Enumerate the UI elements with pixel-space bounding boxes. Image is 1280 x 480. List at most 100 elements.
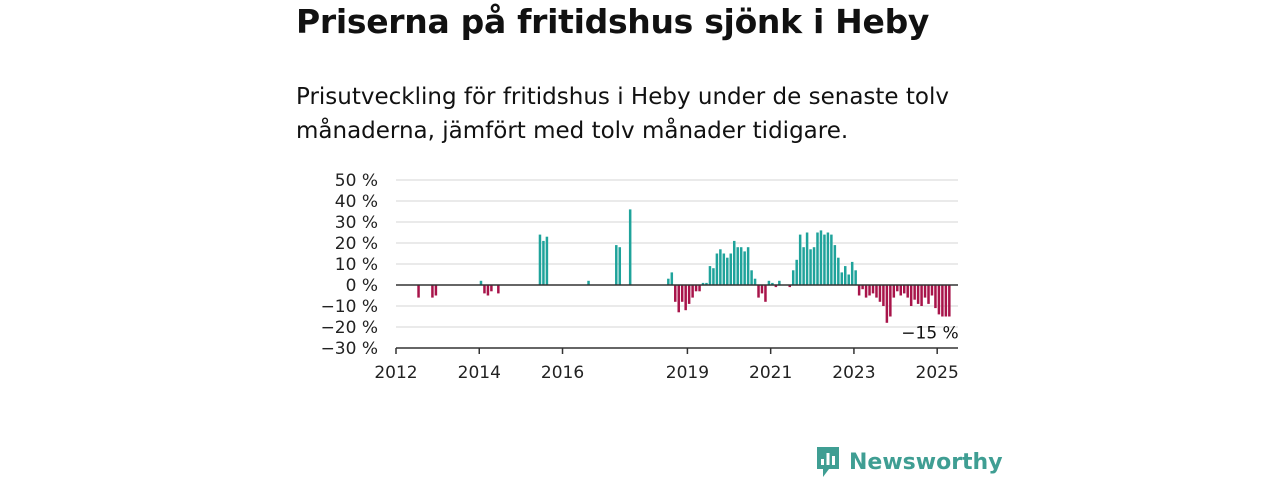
bar [791,270,795,285]
bar [760,285,764,294]
bar [587,280,590,285]
bar [833,245,837,285]
bar [486,285,490,296]
y-tick-label: 20 % [335,234,378,254]
bar [812,247,816,285]
bar [701,282,705,285]
bar [819,230,823,285]
bar [774,285,778,288]
x-axis-ticks: 2012 2014 2016 2019 2021 2023 2025 [374,348,959,383]
bar [628,209,632,285]
bar [896,285,899,292]
bar [684,285,687,311]
bar [927,285,930,304]
bar [698,285,701,292]
bar [882,285,885,306]
y-tick-label: 10 % [335,255,378,275]
bar [889,285,892,317]
bar [771,282,774,285]
bar [944,285,948,317]
bar [826,232,830,285]
y-tick-label: 30 % [335,213,378,233]
bar [729,253,733,285]
bar [798,234,802,285]
x-tick-label: 2025 [916,363,959,383]
bar [722,253,726,285]
bar [708,266,712,285]
bar [823,234,826,285]
bar [767,280,771,285]
bar [545,236,549,285]
bar [694,285,698,292]
bar [736,247,739,285]
bar [844,266,847,285]
bar [726,257,729,285]
bar [909,285,913,306]
bar [861,285,864,290]
y-tick-label: −10 % [321,297,378,317]
bar [923,285,927,298]
y-tick-label: 0 % [346,276,378,296]
x-tick-label: 2019 [666,363,709,383]
brand-logo: Newsworthy [815,445,1003,479]
x-tick-label: 2016 [541,363,584,383]
bar [691,285,694,298]
bar [837,257,840,285]
bar [854,270,857,285]
newsworthy-logo-icon [817,447,839,477]
bar [802,247,805,285]
bar [739,247,743,285]
bar [892,285,896,298]
bar [864,285,868,298]
bar [930,285,934,296]
bar [417,285,420,298]
bar [941,285,944,317]
bar [875,285,878,298]
bar [778,280,781,285]
bar [868,285,871,296]
bar [857,285,861,296]
bar [764,285,767,302]
bar [497,285,500,294]
bar [746,247,750,285]
bar [830,234,833,285]
bar [757,285,760,298]
chart-subtitle: Prisutveckling för fritidshus i Heby und… [296,84,949,144]
bar [434,285,438,296]
bar [753,278,757,285]
bar [705,282,708,285]
bar [719,249,722,285]
bar [743,251,746,285]
bar [687,285,691,304]
gridlines [396,179,958,349]
bar [618,247,622,285]
bar [479,280,483,285]
y-tick-label: −20 % [321,318,378,338]
bar [795,259,798,285]
bar [850,261,854,285]
x-tick-label: 2014 [458,363,501,383]
bar [542,240,545,285]
bar [816,232,819,285]
bar [431,285,434,298]
x-tick-label: 2023 [832,363,875,383]
bar [680,285,684,302]
bar [885,285,889,323]
bar [913,285,916,300]
bar [809,249,812,285]
bar [937,285,941,315]
bar [916,285,920,304]
bar [615,245,618,285]
bar [670,272,674,285]
bar [871,285,875,294]
last-value-label: −15 % [901,324,958,344]
chart-title: Priserna på fritidshus sjönk i Heby [296,2,930,41]
bars [417,209,951,323]
bar [715,253,719,285]
bar [677,285,680,313]
bar [483,285,486,294]
bar [906,285,909,298]
bar [805,232,809,285]
bar [840,272,844,285]
